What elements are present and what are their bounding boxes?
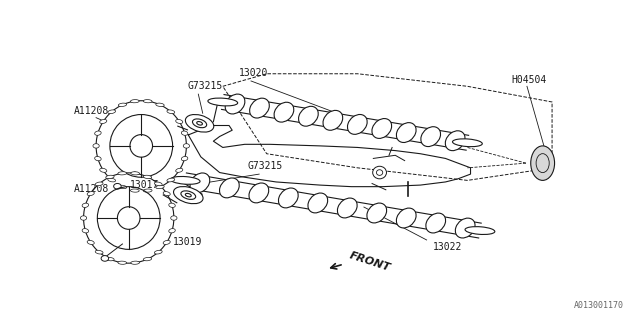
Ellipse shape — [87, 192, 94, 196]
Text: A013001170: A013001170 — [574, 301, 624, 310]
Ellipse shape — [118, 103, 127, 107]
Ellipse shape — [249, 183, 269, 203]
Ellipse shape — [82, 228, 88, 233]
Ellipse shape — [465, 227, 495, 235]
Ellipse shape — [154, 182, 162, 186]
Ellipse shape — [274, 102, 294, 122]
Ellipse shape — [186, 193, 191, 197]
Ellipse shape — [372, 166, 387, 179]
Text: G73215: G73215 — [187, 81, 222, 91]
Ellipse shape — [171, 216, 177, 220]
Ellipse shape — [108, 178, 116, 182]
Ellipse shape — [323, 110, 342, 130]
Text: A11208: A11208 — [74, 106, 109, 116]
Ellipse shape — [208, 98, 237, 106]
Ellipse shape — [183, 144, 189, 148]
Ellipse shape — [169, 228, 175, 233]
Ellipse shape — [82, 203, 88, 207]
Ellipse shape — [95, 250, 103, 254]
Ellipse shape — [396, 208, 416, 228]
Ellipse shape — [445, 131, 465, 151]
Ellipse shape — [100, 168, 107, 172]
Ellipse shape — [106, 257, 114, 261]
Ellipse shape — [176, 168, 183, 172]
Ellipse shape — [163, 240, 170, 244]
Ellipse shape — [95, 182, 103, 186]
Text: 13022: 13022 — [433, 242, 462, 252]
Ellipse shape — [101, 256, 109, 261]
Ellipse shape — [536, 154, 549, 172]
Ellipse shape — [154, 250, 162, 254]
Ellipse shape — [376, 170, 383, 175]
Ellipse shape — [308, 193, 328, 213]
Ellipse shape — [95, 156, 101, 161]
Ellipse shape — [100, 119, 107, 124]
Ellipse shape — [337, 198, 357, 218]
Text: 13020: 13020 — [239, 68, 268, 78]
Ellipse shape — [421, 127, 440, 147]
Ellipse shape — [170, 176, 200, 184]
Text: H04504: H04504 — [511, 75, 547, 85]
Ellipse shape — [181, 191, 196, 199]
Text: A11208: A11208 — [74, 185, 109, 195]
Ellipse shape — [367, 203, 387, 223]
Ellipse shape — [225, 94, 245, 114]
Ellipse shape — [143, 100, 152, 103]
Ellipse shape — [143, 189, 152, 192]
Ellipse shape — [118, 261, 127, 264]
Ellipse shape — [452, 139, 483, 147]
Ellipse shape — [169, 203, 175, 207]
Ellipse shape — [250, 98, 269, 118]
Ellipse shape — [163, 192, 170, 196]
Ellipse shape — [455, 218, 475, 238]
Ellipse shape — [167, 110, 175, 114]
Ellipse shape — [396, 123, 416, 142]
Ellipse shape — [93, 144, 99, 148]
Ellipse shape — [372, 118, 392, 139]
Ellipse shape — [220, 178, 239, 198]
Ellipse shape — [193, 119, 207, 128]
Ellipse shape — [278, 188, 298, 208]
Ellipse shape — [95, 131, 101, 135]
Text: 13019: 13019 — [173, 237, 202, 247]
Ellipse shape — [96, 101, 186, 191]
Ellipse shape — [426, 213, 445, 233]
Ellipse shape — [196, 122, 202, 125]
Ellipse shape — [181, 131, 188, 135]
Ellipse shape — [118, 172, 127, 175]
Ellipse shape — [190, 173, 210, 193]
Text: G73215: G73215 — [248, 161, 283, 171]
Text: FRONT: FRONT — [348, 251, 392, 273]
Ellipse shape — [348, 115, 367, 134]
Ellipse shape — [156, 103, 164, 107]
Ellipse shape — [531, 146, 555, 180]
Ellipse shape — [114, 183, 121, 189]
Text: 13017: 13017 — [130, 180, 159, 190]
Ellipse shape — [118, 185, 127, 189]
Ellipse shape — [131, 189, 139, 192]
Ellipse shape — [87, 240, 94, 244]
Ellipse shape — [173, 187, 203, 204]
Ellipse shape — [106, 175, 114, 179]
Ellipse shape — [108, 110, 116, 114]
Ellipse shape — [81, 216, 86, 220]
Ellipse shape — [167, 178, 175, 182]
Ellipse shape — [298, 106, 318, 126]
Ellipse shape — [156, 185, 164, 189]
Ellipse shape — [131, 100, 139, 103]
Ellipse shape — [181, 156, 188, 161]
Ellipse shape — [84, 173, 174, 263]
Ellipse shape — [143, 257, 152, 261]
Ellipse shape — [131, 261, 140, 264]
Ellipse shape — [186, 115, 214, 132]
Ellipse shape — [176, 119, 183, 124]
Ellipse shape — [143, 175, 152, 179]
Ellipse shape — [131, 172, 140, 175]
